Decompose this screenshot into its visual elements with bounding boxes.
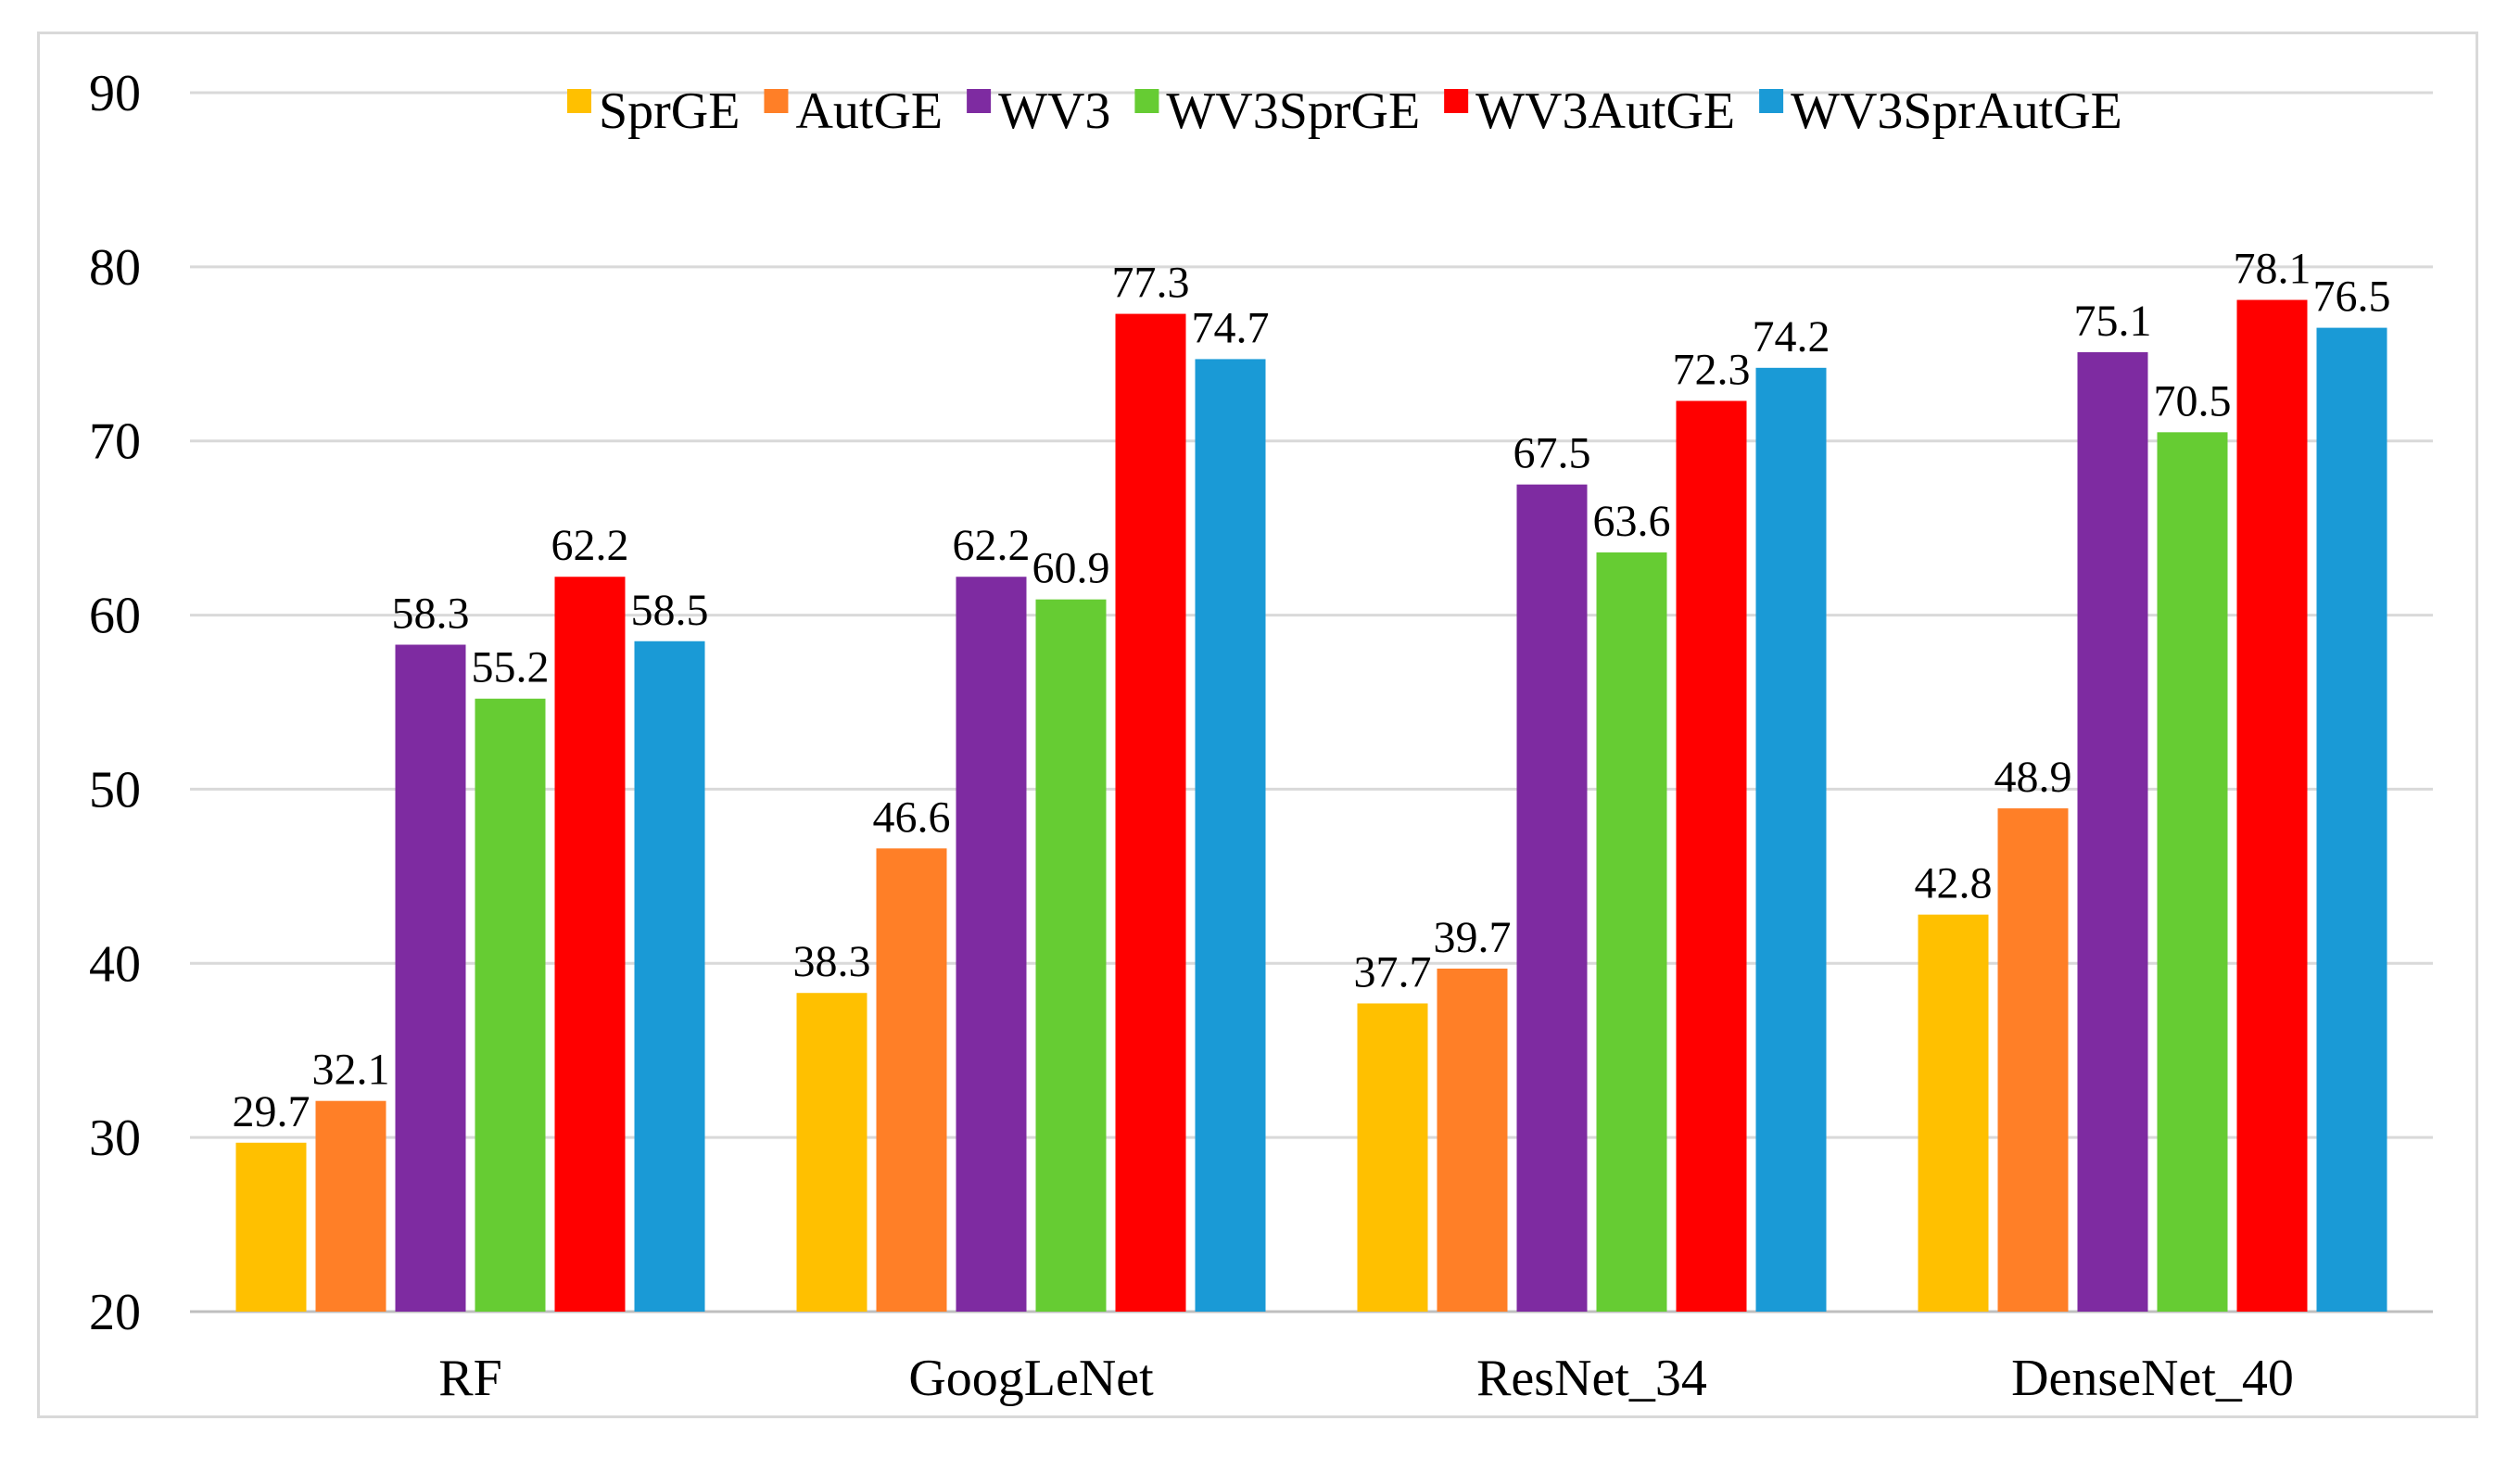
bar-wv3-rf — [395, 644, 466, 1312]
bars — [235, 299, 2387, 1313]
bar-wv3sprautge-resnet-34 — [1755, 367, 1827, 1312]
legend-label-wv3autge: WV3AutGE — [1475, 82, 1735, 140]
data-label: 62.2 — [953, 521, 1031, 570]
data-label: 62.2 — [551, 521, 629, 570]
data-label: 46.6 — [873, 793, 951, 842]
y-axis-tick-labels: 20 30 40 50 60 70 80 90 — [89, 65, 141, 1341]
x-category-label: DenseNet_40 — [2011, 1350, 2294, 1407]
bar-wv3-densenet-40 — [2077, 351, 2148, 1313]
bar-wv3autge-googlenet — [1115, 313, 1186, 1312]
legend-swatch-autge — [764, 89, 789, 113]
y-tick-label: 30 — [89, 1110, 141, 1167]
legend-label-autge: AutGE — [795, 82, 943, 140]
y-tick-label: 80 — [89, 239, 141, 297]
data-label: 67.5 — [1513, 429, 1591, 478]
y-tick-label: 50 — [89, 761, 141, 818]
data-label: 70.5 — [2154, 376, 2232, 425]
y-tick-label: 90 — [89, 65, 141, 122]
data-label: 48.9 — [1994, 753, 2072, 802]
legend-label-wv3sprge: WV3SprGE — [1166, 82, 1420, 140]
bar-wv3autge-resnet-34 — [1676, 400, 1747, 1312]
y-tick-label: 70 — [89, 413, 141, 471]
data-label: 60.9 — [1032, 544, 1110, 593]
data-label: 55.2 — [472, 643, 550, 692]
data-label: 75.1 — [2074, 297, 2152, 346]
legend-swatch-wv3sprge — [1134, 89, 1159, 113]
bar-sprge-googlenet — [796, 993, 867, 1312]
bar-wv3sprge-densenet-40 — [2157, 432, 2228, 1313]
data-label: 76.5 — [2313, 273, 2391, 322]
data-label: 38.3 — [793, 937, 871, 986]
data-label: 77.3 — [1112, 259, 1190, 308]
data-label: 63.6 — [1593, 497, 1671, 546]
data-label: 58.3 — [392, 590, 470, 639]
bar-wv3autge-rf — [554, 577, 626, 1312]
legend: SprGE AutGE WV3 WV3SprGE WV3AutGE WV3SprAutGE — [567, 82, 2122, 140]
bar-wv3-resnet-34 — [1516, 484, 1588, 1312]
data-label: 42.8 — [1915, 859, 1993, 908]
y-tick-label: 40 — [89, 935, 141, 993]
x-axis-category-labels: RF GoogLeNet ResNet_34 DenseNet_40 — [438, 1350, 2294, 1407]
data-label: 74.7 — [1192, 303, 1270, 352]
legend-swatch-wv3 — [967, 89, 992, 113]
data-label: 58.5 — [631, 586, 709, 635]
bar-autge-rf — [315, 1100, 386, 1312]
bar-wv3autge-densenet-40 — [2236, 299, 2308, 1312]
data-label: 29.7 — [233, 1087, 310, 1136]
bar-wv3sprautge-densenet-40 — [2316, 327, 2387, 1312]
legend-label-sprge: SprGE — [599, 82, 740, 140]
legend-swatch-wv3sprautge — [1759, 89, 1784, 113]
y-tick-label: 20 — [89, 1284, 141, 1341]
bar-autge-resnet-34 — [1437, 968, 1508, 1312]
bar-sprge-rf — [235, 1142, 307, 1312]
bar-autge-densenet-40 — [1997, 808, 2069, 1312]
x-category-label: RF — [438, 1350, 502, 1407]
data-label: 78.1 — [2234, 245, 2311, 294]
legend-swatch-sprge — [567, 89, 591, 113]
bar-wv3sprge-rf — [475, 698, 546, 1312]
data-label: 74.2 — [1753, 312, 1830, 362]
bar-wv3-googlenet — [956, 577, 1027, 1312]
bar-sprge-densenet-40 — [1918, 914, 1989, 1312]
x-category-label: GoogLeNet — [908, 1350, 1154, 1407]
bar-wv3sprge-googlenet — [1035, 599, 1107, 1312]
data-label: 72.3 — [1673, 346, 1751, 395]
legend-label-wv3: WV3 — [998, 82, 1110, 140]
legend-swatch-wv3autge — [1444, 89, 1469, 113]
legend-label-wv3sprautge: WV3SprAutGE — [1791, 82, 2122, 140]
bar-autge-googlenet — [876, 848, 947, 1312]
data-labels: 29.732.158.355.262.258.538.346.662.2 60.9… — [233, 245, 2391, 1136]
y-tick-label: 60 — [89, 588, 141, 645]
bar-wv3sprautge-googlenet — [1195, 359, 1266, 1313]
data-label: 37.7 — [1354, 947, 1432, 996]
bar-wv3sprautge-rf — [634, 641, 705, 1312]
bar-wv3sprge-resnet-34 — [1596, 552, 1667, 1312]
bar-sprge-resnet-34 — [1357, 1003, 1428, 1312]
x-category-label: ResNet_34 — [1476, 1350, 1707, 1407]
data-label: 32.1 — [312, 1046, 390, 1095]
data-label: 39.7 — [1434, 913, 1512, 962]
